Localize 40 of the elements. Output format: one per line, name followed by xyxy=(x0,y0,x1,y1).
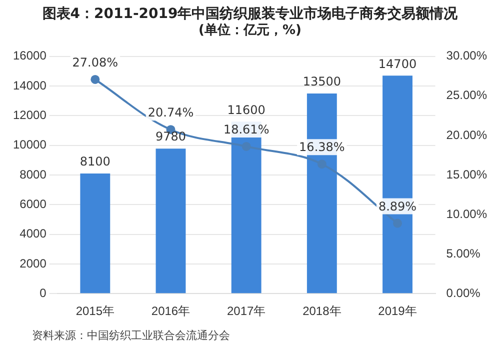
y-tick-label: 10000 xyxy=(12,138,47,152)
data-label: 8.89% xyxy=(378,199,417,214)
y2-tick-label: 25.00% xyxy=(446,88,488,102)
x-tick-label: 2017年 xyxy=(226,304,266,318)
x-tick-label: 2015年 xyxy=(76,304,115,318)
data-label: 14700 xyxy=(378,56,417,71)
x-tick-label: 2016年 xyxy=(151,304,190,318)
chart-subtitle: (单位：亿元，%) xyxy=(198,22,302,38)
y-tick-label: 4000 xyxy=(20,226,47,241)
y-tick-label: 14000 xyxy=(12,78,47,92)
chart-title: 图表4：2011-2019年中国纺织服装专业市场电子商务交易额情况 xyxy=(42,5,459,22)
y2-tick-label: 15.00% xyxy=(446,167,488,182)
y2-tick-label: 20.00% xyxy=(446,128,488,142)
y2-tick-label: 0.00% xyxy=(446,286,481,300)
data-label: 18.61% xyxy=(223,122,270,137)
data-label: 8100 xyxy=(80,154,110,169)
point xyxy=(393,218,402,228)
data-label: 9780 xyxy=(155,130,186,144)
y-tick-label: 2000 xyxy=(20,256,47,270)
text: 资料来源：中国纺织工业联合会流通分会 xyxy=(32,328,230,343)
y-tick-label: 8000 xyxy=(20,167,47,182)
x-tick-label: 2019年 xyxy=(378,304,417,318)
y-tick-label: 6000 xyxy=(20,196,47,211)
y-tick-label: 0 xyxy=(40,286,47,300)
y2-tick-label: 5.00% xyxy=(446,246,481,260)
y-tick-label: 16000 xyxy=(12,48,47,63)
point xyxy=(317,160,326,169)
point xyxy=(90,74,100,84)
bar xyxy=(80,174,110,294)
y2-tick-label: 30.00% xyxy=(446,48,488,63)
point xyxy=(242,142,251,151)
data-label: 11600 xyxy=(227,102,266,117)
x-tick-label: 2018年 xyxy=(302,304,342,318)
y-tick-label: 12000 xyxy=(12,108,47,122)
y2-tick-label: 10.00% xyxy=(446,206,488,221)
bar xyxy=(156,148,186,294)
data-label: 20.74% xyxy=(148,106,194,120)
data-label: 16.38% xyxy=(299,140,345,154)
data-label: 27.08% xyxy=(72,56,118,70)
data-label: 13500 xyxy=(302,74,342,89)
